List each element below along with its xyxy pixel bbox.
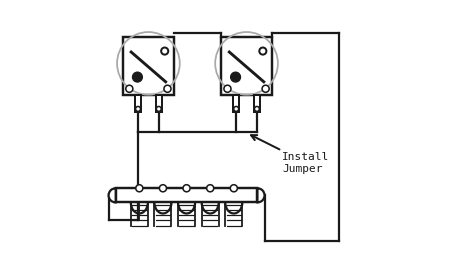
Circle shape xyxy=(159,185,166,192)
Circle shape xyxy=(207,185,214,192)
Text: Install
Jumper: Install Jumper xyxy=(282,152,329,174)
Circle shape xyxy=(262,85,269,92)
Circle shape xyxy=(164,85,171,92)
Circle shape xyxy=(136,185,143,192)
Circle shape xyxy=(161,47,168,55)
Bar xyxy=(156,95,162,112)
Circle shape xyxy=(255,107,259,111)
Bar xyxy=(220,38,273,95)
Wedge shape xyxy=(109,188,116,202)
Circle shape xyxy=(231,72,240,82)
Circle shape xyxy=(133,72,142,82)
Circle shape xyxy=(183,185,190,192)
Circle shape xyxy=(126,85,133,92)
Bar xyxy=(122,38,174,95)
Wedge shape xyxy=(257,188,264,202)
Circle shape xyxy=(136,107,140,111)
Circle shape xyxy=(224,85,231,92)
Circle shape xyxy=(259,47,266,55)
Circle shape xyxy=(156,107,161,111)
Bar xyxy=(116,188,257,202)
Bar xyxy=(233,95,239,112)
Circle shape xyxy=(234,107,238,111)
Bar xyxy=(254,95,260,112)
Circle shape xyxy=(230,185,237,192)
Bar xyxy=(135,95,141,112)
